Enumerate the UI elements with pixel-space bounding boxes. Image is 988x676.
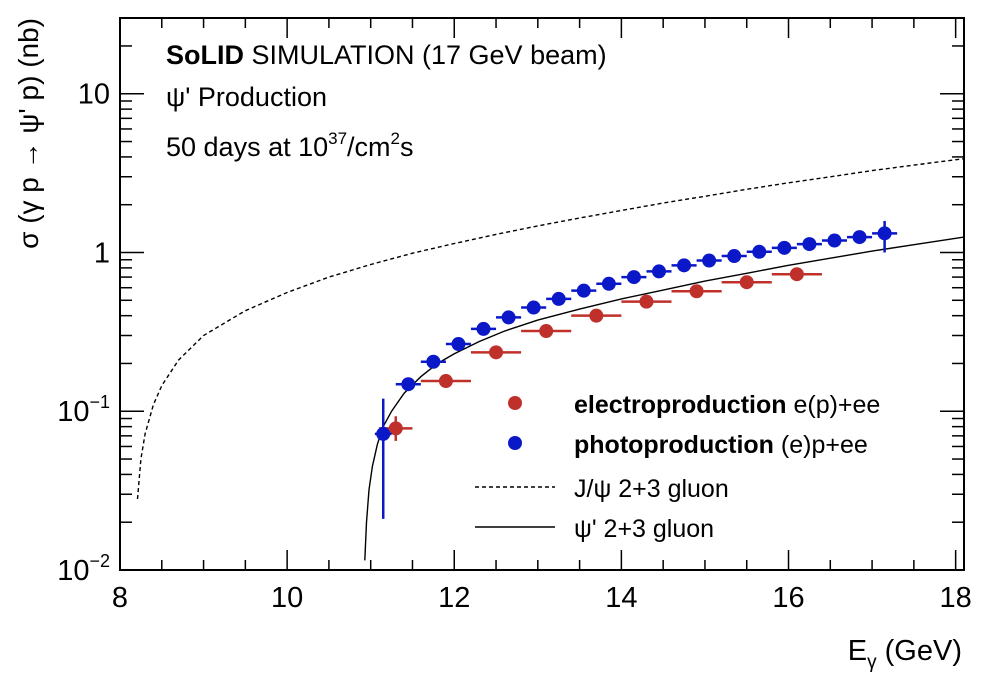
axis-ticks: 8 10 12 14 16 18 10 1 10−1 10−2 (57, 17, 972, 614)
data-point (438, 374, 453, 389)
legend-marker (508, 436, 522, 450)
data-point (526, 300, 541, 315)
plot-frame (119, 17, 965, 571)
legend-label: photoproduction (e)p+ee (574, 431, 868, 459)
y-tick-label: 1 (94, 237, 110, 269)
electroproduction-series (379, 267, 822, 441)
data-points (374, 220, 898, 519)
jpsi-curve (136, 158, 965, 500)
data-point (752, 244, 767, 259)
data-point (601, 276, 616, 291)
curves (136, 158, 965, 561)
data-point (551, 291, 566, 306)
data-point (789, 267, 804, 282)
x-tick-label: 18 (940, 582, 972, 614)
data-point (476, 321, 491, 336)
data-point (702, 253, 717, 268)
x-axis-label: Eγ (GeV) (848, 635, 962, 673)
y-axis-label: σ (γ p → ψ' p) (nb) (13, 18, 44, 249)
data-point (451, 337, 466, 352)
data-point (388, 421, 403, 436)
photoproduction-series (374, 220, 898, 519)
data-point (777, 240, 792, 255)
x-tick-label: 8 (112, 582, 128, 614)
data-point (376, 426, 391, 441)
x-tick-label: 12 (438, 582, 470, 614)
data-point (489, 345, 504, 360)
data-point (539, 324, 554, 339)
chart-subtitle: ψ' Production (166, 82, 327, 112)
legend-label: electroproduction e(p)+ee (574, 391, 880, 419)
psiprime-curve (364, 236, 965, 561)
data-point (802, 237, 817, 252)
legend-label: ψ' 2+3 gluon (574, 515, 714, 543)
data-point (852, 230, 867, 245)
legend-marker (508, 396, 522, 410)
data-point (576, 283, 591, 298)
luminosity-label: 50 days at 1037/cm2s (166, 129, 414, 162)
data-point (689, 284, 704, 299)
data-point (651, 264, 666, 279)
data-point (501, 310, 516, 325)
x-tick-label: 16 (772, 582, 804, 614)
data-point (639, 294, 654, 309)
data-point (589, 308, 604, 323)
y-tick-label: 10 (78, 79, 110, 111)
data-point (827, 233, 842, 248)
x-tick-label: 10 (271, 582, 303, 614)
data-point (877, 226, 892, 241)
legend: electroproduction e(p)+ee photoproduction… (475, 391, 880, 543)
data-point (626, 270, 641, 285)
x-tick-label: 14 (605, 582, 637, 614)
data-point (426, 354, 441, 369)
chart-title: SoLID SIMULATION (17 GeV beam) (166, 40, 607, 70)
data-point (727, 249, 742, 264)
legend-label: J/ψ 2+3 gluon (574, 475, 729, 503)
data-point (739, 275, 754, 290)
y-tick-label: 10−2 (57, 551, 110, 587)
data-point (401, 377, 416, 392)
data-point (677, 258, 692, 273)
y-tick-label: 10−1 (57, 392, 110, 428)
